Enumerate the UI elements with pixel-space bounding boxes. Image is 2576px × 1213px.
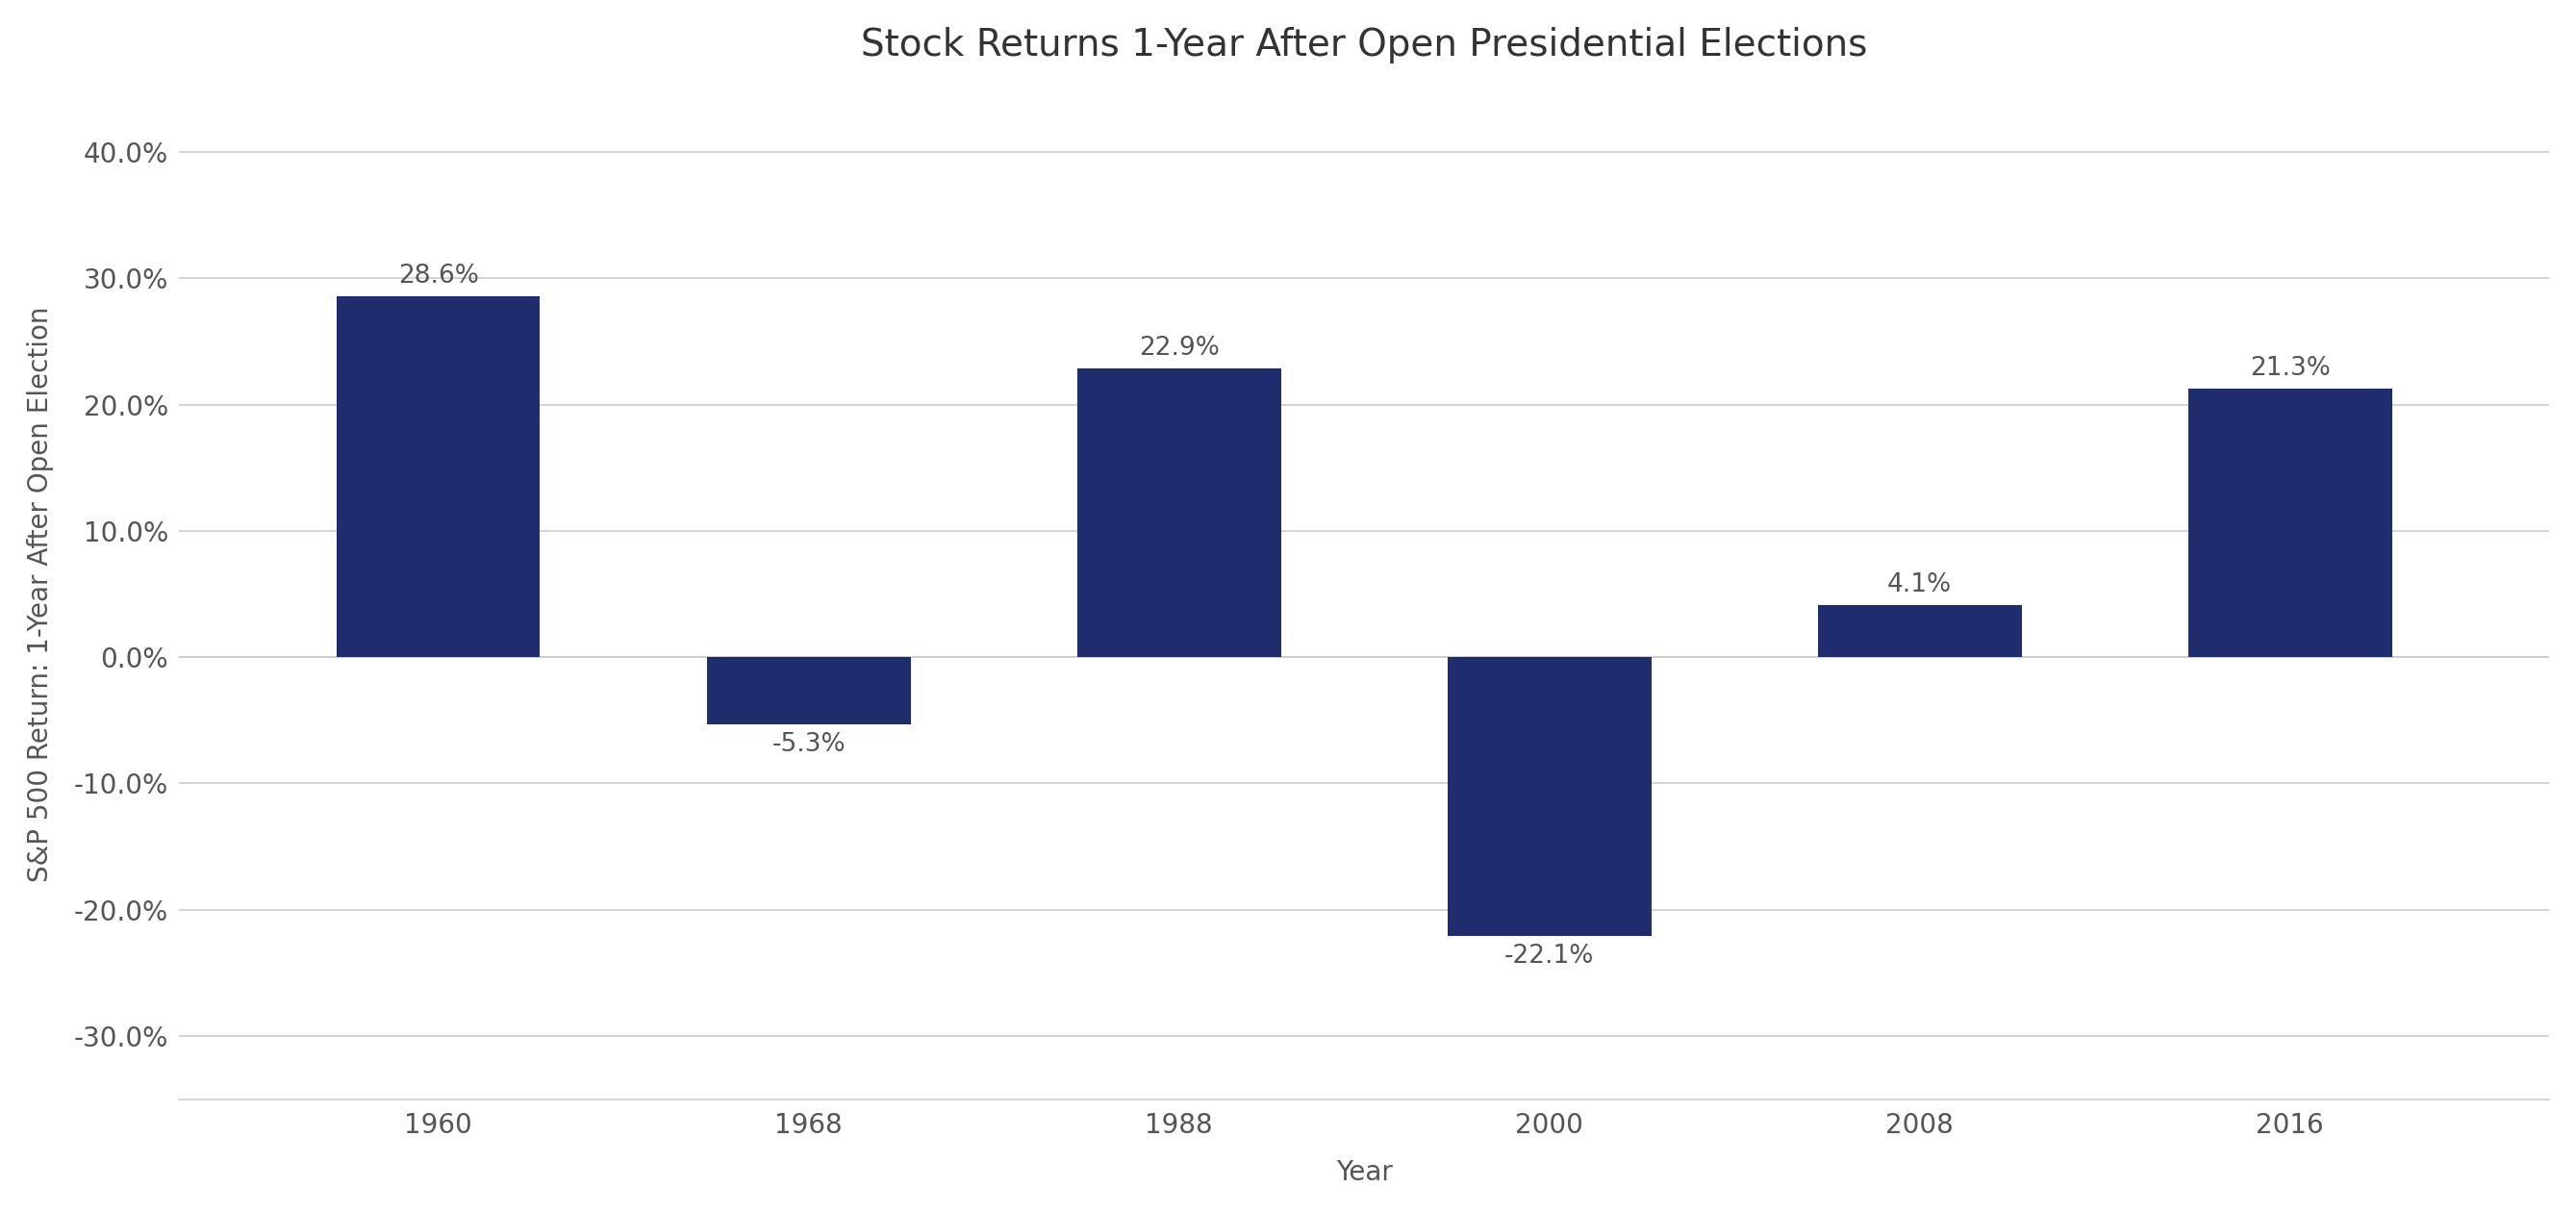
X-axis label: Year: Year [1337, 1160, 1394, 1186]
Bar [1448, 657, 1651, 936]
Bar [706, 657, 909, 724]
Y-axis label: S&P 500 Return: 1-Year After Open Election: S&P 500 Return: 1-Year After Open Electi… [26, 306, 54, 882]
Text: 28.6%: 28.6% [397, 263, 479, 289]
Text: 22.9%: 22.9% [1139, 336, 1218, 360]
Title: Stock Returns 1-Year After Open Presidential Elections: Stock Returns 1-Year After Open Presiden… [860, 27, 1868, 63]
Bar [1077, 368, 1280, 657]
Bar [1819, 605, 2022, 657]
Bar [2187, 388, 2393, 657]
Text: -5.3%: -5.3% [773, 731, 845, 757]
Bar [337, 296, 541, 657]
Text: 21.3%: 21.3% [2249, 355, 2331, 381]
Text: 4.1%: 4.1% [1888, 573, 1953, 598]
Text: -22.1%: -22.1% [1504, 944, 1595, 969]
